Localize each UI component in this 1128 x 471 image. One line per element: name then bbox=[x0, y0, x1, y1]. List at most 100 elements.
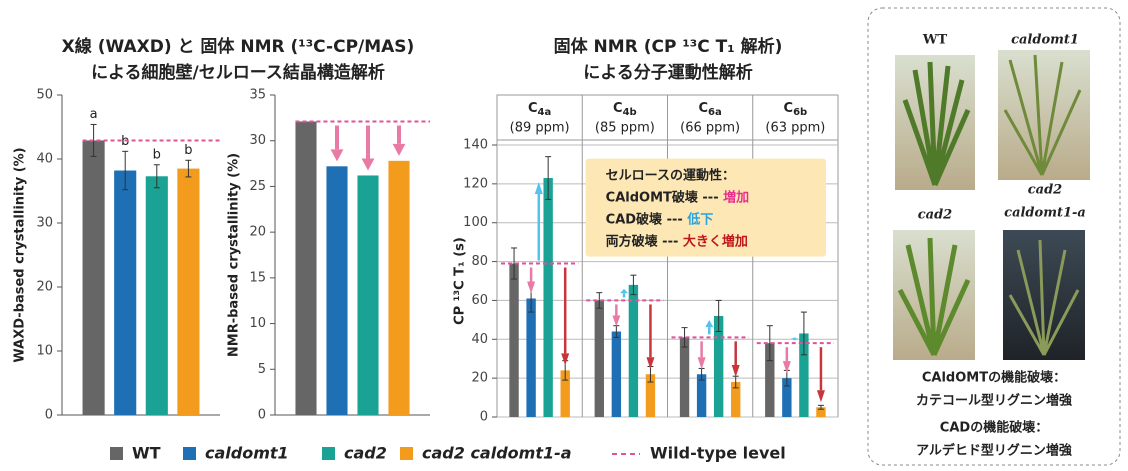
photo-label: cad2 bbox=[918, 208, 952, 223]
chart-title: X線 (WAXD) と 固体 NMR (¹³C-CP/MAS) bbox=[62, 36, 415, 57]
bar bbox=[680, 337, 689, 417]
significance-letter: a bbox=[90, 107, 98, 122]
annotation-line: セルロースの運動性： bbox=[606, 167, 735, 183]
change-arrow-head bbox=[331, 149, 344, 161]
annotation-highlight: 増加 bbox=[723, 189, 749, 205]
chart-title: による分子運動性解析 bbox=[583, 62, 753, 83]
significance-letter: b bbox=[184, 143, 192, 158]
change-arrow-head bbox=[393, 144, 406, 156]
change-arrow-head bbox=[527, 281, 535, 293]
photo-label: WT bbox=[922, 33, 948, 48]
y-tick-label: 20 bbox=[36, 280, 53, 295]
bar bbox=[388, 161, 409, 415]
figure: 01020304050WAXD-based crystallinity (%)X… bbox=[0, 0, 1128, 471]
category-label: C4b bbox=[613, 101, 637, 119]
y-tick-label: 10 bbox=[249, 316, 266, 331]
photo-note: CAldOMTの機能破壊： bbox=[922, 370, 1066, 386]
bar bbox=[357, 175, 378, 415]
photo-label: cad2 bbox=[1028, 183, 1062, 198]
y-axis-label: CP ¹³C T₁ (s) bbox=[453, 237, 468, 325]
y-axis-label: NMR-based crystallinity (%) bbox=[227, 153, 242, 357]
bar bbox=[326, 166, 347, 415]
bar bbox=[595, 300, 604, 417]
bar bbox=[146, 176, 168, 415]
photo-note: アルデヒド型リグニン増強 bbox=[916, 443, 1072, 459]
y-tick-label: 100 bbox=[463, 215, 488, 230]
change-arrow-head bbox=[362, 158, 375, 170]
photo-note: カテコール型リグニン増強 bbox=[916, 393, 1072, 409]
category-note: (63 ppm) bbox=[765, 121, 825, 136]
bar bbox=[697, 374, 706, 417]
change-arrow-head bbox=[783, 361, 791, 373]
y-axis-label: WAXD-based crystallinity (%) bbox=[13, 147, 28, 362]
change-arrow-head bbox=[612, 315, 620, 326]
bar bbox=[612, 332, 621, 417]
photo-note: CADの機能破壊： bbox=[940, 420, 1048, 436]
annotation-text: CAD破壊 --- bbox=[606, 211, 688, 227]
annotation-line: 両方破壊 --- 大きく増加 bbox=[606, 233, 748, 249]
y-tick-label: 0 bbox=[45, 408, 53, 423]
annotation-line: CAldOMT破壊 --- 増加 bbox=[606, 189, 749, 205]
y-tick-label: 5 bbox=[258, 362, 266, 377]
y-tick-label: 140 bbox=[463, 138, 488, 153]
change-arrow-head bbox=[646, 357, 654, 369]
y-tick-label: 30 bbox=[249, 133, 266, 148]
category-note: (89 ppm) bbox=[510, 121, 570, 136]
bar bbox=[629, 285, 638, 417]
bar bbox=[526, 298, 535, 417]
legend-swatch bbox=[183, 447, 196, 460]
legend-swatch bbox=[322, 447, 335, 460]
y-tick-label: 40 bbox=[36, 152, 53, 167]
bar bbox=[83, 140, 105, 415]
y-tick-label: 15 bbox=[249, 270, 266, 285]
change-arrow-head bbox=[705, 320, 713, 327]
photo-label: caldomt1-a bbox=[1004, 206, 1086, 221]
y-tick-label: 50 bbox=[36, 88, 53, 103]
bar bbox=[543, 178, 552, 417]
bar bbox=[177, 169, 199, 415]
chart-title: 固体 NMR (CP ¹³C T₁ 解析) bbox=[554, 36, 783, 57]
y-tick-label: 20 bbox=[471, 371, 488, 386]
change-arrow-head bbox=[817, 390, 825, 402]
y-tick-label: 40 bbox=[471, 332, 488, 347]
y-tick-label: 0 bbox=[258, 408, 266, 423]
chart-title: による細胞壁/セルロース結晶構造解析 bbox=[91, 62, 385, 83]
annotation-text: セルロースの運動性： bbox=[606, 167, 735, 183]
change-arrow-head bbox=[561, 353, 569, 365]
legend-label: cad2 caldomt1-a bbox=[422, 444, 572, 463]
y-tick-label: 10 bbox=[36, 344, 53, 359]
legend-label: cad2 bbox=[344, 444, 387, 463]
annotation-line: CAD破壊 --- 低下 bbox=[606, 211, 714, 227]
category-label: C4a bbox=[528, 101, 551, 119]
category-note: (85 ppm) bbox=[595, 121, 655, 136]
y-tick-label: 60 bbox=[471, 293, 488, 308]
category-note: (66 ppm) bbox=[680, 121, 740, 136]
photo-label: caldomt1 bbox=[1011, 33, 1079, 48]
legend-label: caldomt1 bbox=[205, 444, 289, 463]
y-tick-label: 20 bbox=[249, 225, 266, 240]
bar bbox=[295, 122, 316, 415]
annotation-text: 両方破壊 --- bbox=[606, 233, 683, 249]
change-arrow-head bbox=[620, 289, 628, 293]
category-label: C6b bbox=[784, 101, 808, 119]
annotation-highlight: 低下 bbox=[686, 211, 713, 227]
y-tick-label: 120 bbox=[463, 176, 488, 191]
significance-letter: b bbox=[153, 147, 161, 162]
change-arrow-head bbox=[791, 337, 799, 338]
annotation-text: CAldOMT破壊 --- bbox=[606, 189, 723, 205]
y-tick-label: 30 bbox=[36, 216, 53, 231]
category-label: C6a bbox=[698, 101, 721, 119]
y-tick-label: 35 bbox=[249, 88, 266, 103]
change-arrow-head bbox=[698, 357, 706, 369]
y-tick-label: 0 bbox=[480, 410, 488, 425]
y-tick-label: 25 bbox=[249, 179, 266, 194]
legend-label: Wild-type level bbox=[650, 444, 786, 463]
legend-swatch bbox=[110, 447, 123, 460]
bar bbox=[114, 171, 136, 415]
y-tick-label: 80 bbox=[471, 254, 488, 269]
change-arrow-head bbox=[732, 365, 740, 377]
bar bbox=[509, 264, 518, 417]
legend-swatch bbox=[400, 447, 413, 460]
annotation-highlight: 大きく増加 bbox=[683, 233, 748, 249]
legend-label: WT bbox=[132, 444, 161, 463]
